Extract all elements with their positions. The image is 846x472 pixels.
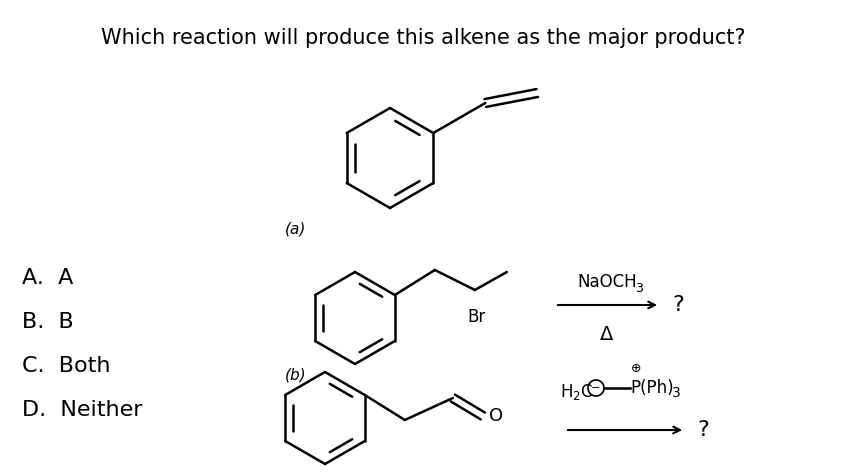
Text: D.  Neither: D. Neither (22, 400, 142, 420)
Text: Δ: Δ (601, 325, 613, 344)
Text: A.  A: A. A (22, 268, 74, 288)
Text: ?: ? (697, 420, 709, 440)
Text: −: − (591, 383, 601, 393)
Text: (a): (a) (285, 222, 306, 237)
Text: O: O (489, 407, 503, 425)
Text: C.  Both: C. Both (22, 356, 111, 376)
Text: 3: 3 (635, 282, 643, 295)
Text: 3: 3 (672, 386, 681, 400)
Text: Br: Br (468, 308, 486, 326)
Text: Which reaction will produce this alkene as the major product?: Which reaction will produce this alkene … (101, 28, 745, 48)
Text: ?: ? (672, 295, 684, 315)
Text: B.  B: B. B (22, 312, 74, 332)
Text: P(Ph): P(Ph) (630, 379, 673, 397)
Text: (b): (b) (285, 368, 306, 383)
Text: ⊕: ⊕ (631, 362, 641, 374)
Text: NaOCH: NaOCH (577, 273, 637, 291)
Text: H$_2$C: H$_2$C (560, 382, 593, 402)
